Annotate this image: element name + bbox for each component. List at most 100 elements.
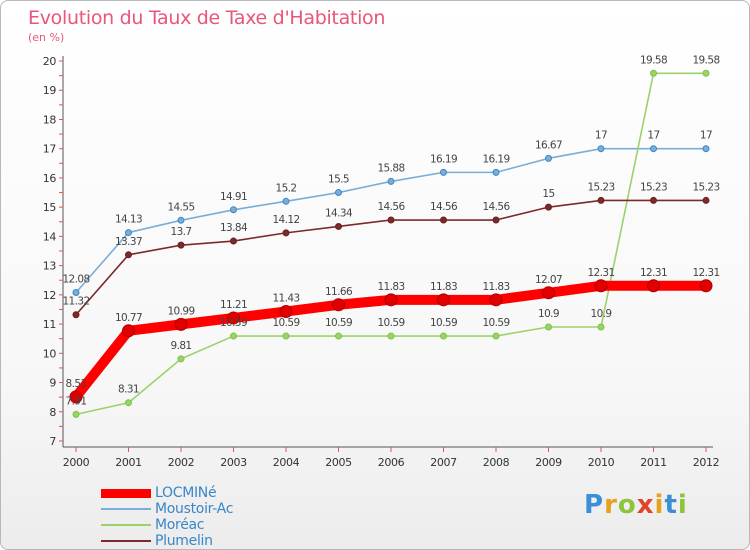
data-label-plumelin: 14.12 bbox=[272, 214, 299, 226]
data-label-moustoir-ac: 16.19 bbox=[430, 153, 457, 165]
point-plumelin bbox=[387, 216, 395, 224]
data-label-locmin-: 11.66 bbox=[325, 286, 353, 298]
data-label-locmin-: 10.77 bbox=[115, 312, 142, 324]
data-label-moustoir-ac: 16.67 bbox=[535, 139, 562, 151]
point-locmin- bbox=[227, 311, 240, 325]
point-mor-ac bbox=[335, 332, 342, 340]
y-tick-label: 7 bbox=[49, 435, 56, 448]
point-plumelin bbox=[650, 196, 657, 204]
data-label-mor-ac: 10.9 bbox=[591, 308, 612, 320]
data-label-moustoir-ac: 14.13 bbox=[115, 214, 142, 226]
data-label-mor-ac: 10.59 bbox=[220, 317, 247, 329]
point-mor-ac bbox=[125, 399, 132, 407]
data-label-mor-ac: 19.58 bbox=[640, 54, 667, 66]
data-label-moustoir-ac: 17 bbox=[647, 130, 659, 142]
point-mor-ac bbox=[177, 355, 185, 363]
data-label-mor-ac: 10.59 bbox=[430, 317, 457, 329]
data-label-locmin-: 12.31 bbox=[692, 267, 719, 279]
data-label-locmin-: 12.07 bbox=[535, 274, 562, 286]
y-tick-label: 19 bbox=[43, 84, 57, 97]
point-moustoir-ac bbox=[335, 189, 342, 197]
data-label-moustoir-ac: 15.5 bbox=[328, 174, 349, 186]
point-plumelin bbox=[492, 216, 500, 224]
data-label-moustoir-ac: 16.19 bbox=[482, 153, 509, 165]
data-label-mor-ac: 8.31 bbox=[118, 384, 139, 396]
data-label-locmin-: 12.31 bbox=[640, 267, 667, 279]
point-plumelin bbox=[702, 196, 710, 204]
data-label-plumelin: 11.32 bbox=[62, 296, 89, 308]
data-label-moustoir-ac: 17 bbox=[595, 130, 607, 142]
point-mor-ac bbox=[702, 69, 710, 77]
point-locmin- bbox=[122, 324, 135, 338]
point-plumelin bbox=[335, 222, 342, 230]
point-mor-ac bbox=[387, 332, 395, 340]
x-tick-label: 2009 bbox=[535, 456, 562, 469]
point-mor-ac bbox=[492, 332, 500, 340]
data-label-plumelin: 15.23 bbox=[640, 181, 667, 193]
point-locmin- bbox=[594, 279, 608, 293]
data-label-locmin-: 12.31 bbox=[587, 267, 614, 279]
data-label-plumelin: 13.37 bbox=[115, 236, 142, 248]
data-label-mor-ac: 19.58 bbox=[692, 54, 719, 66]
legend-swatch bbox=[101, 488, 151, 498]
data-label-mor-ac: 10.59 bbox=[272, 317, 299, 329]
point-moustoir-ac bbox=[282, 197, 290, 205]
y-tick-label: 12 bbox=[43, 289, 56, 302]
y-tick-label: 11 bbox=[43, 318, 56, 331]
data-label-moustoir-ac: 12.08 bbox=[62, 274, 89, 286]
legend-label: Moustoir-Ac bbox=[155, 501, 234, 517]
legend-swatch bbox=[101, 540, 151, 542]
x-tick-label: 2001 bbox=[115, 456, 141, 469]
point-plumelin bbox=[545, 203, 552, 211]
point-plumelin bbox=[230, 237, 237, 245]
data-label-plumelin: 14.56 bbox=[430, 201, 458, 213]
x-tick-label: 2010 bbox=[588, 456, 615, 469]
y-tick-label: 15 bbox=[43, 201, 57, 214]
point-plumelin bbox=[72, 311, 80, 319]
chart-unit-label: (en %) bbox=[28, 31, 65, 44]
point-moustoir-ac bbox=[545, 154, 552, 162]
x-tick-label: 2000 bbox=[63, 456, 90, 469]
legend-label: LOCMINé bbox=[155, 485, 217, 501]
point-moustoir-ac bbox=[230, 206, 237, 214]
data-label-plumelin: 14.56 bbox=[377, 201, 405, 213]
point-locmin- bbox=[489, 293, 503, 307]
point-mor-ac bbox=[282, 332, 290, 340]
legend-item-plumelin: Plumelin bbox=[101, 533, 321, 549]
data-label-mor-ac: 9.81 bbox=[171, 340, 192, 352]
data-label-plumelin: 15.23 bbox=[692, 181, 719, 193]
point-moustoir-ac bbox=[72, 289, 80, 297]
data-label-plumelin: 15.23 bbox=[587, 181, 614, 193]
data-label-mor-ac: 7.91 bbox=[66, 395, 87, 407]
x-tick-label: 2007 bbox=[430, 456, 457, 469]
point-plumelin bbox=[125, 251, 132, 259]
data-label-locmin-: 11.43 bbox=[272, 293, 299, 305]
data-label-plumelin: 13.84 bbox=[220, 222, 248, 234]
y-tick-label: 13 bbox=[43, 260, 57, 273]
point-locmin- bbox=[437, 293, 450, 307]
data-label-plumelin: 13.7 bbox=[171, 226, 192, 238]
y-tick-label: 18 bbox=[43, 113, 57, 126]
x-tick-label: 2008 bbox=[483, 456, 510, 469]
x-tick-label: 2002 bbox=[168, 456, 194, 469]
legend-item-moustoir-ac: Moustoir-Ac bbox=[101, 501, 321, 517]
data-label-moustoir-ac: 15.88 bbox=[377, 162, 404, 174]
y-tick-label: 9 bbox=[49, 377, 56, 390]
point-locmin- bbox=[174, 317, 188, 331]
point-moustoir-ac bbox=[177, 216, 185, 224]
point-locmin- bbox=[647, 279, 660, 293]
data-label-moustoir-ac: 14.55 bbox=[167, 201, 194, 213]
point-plumelin bbox=[440, 216, 447, 224]
point-moustoir-ac bbox=[650, 145, 657, 153]
point-moustoir-ac bbox=[387, 177, 395, 185]
legend-item-locmin-: LOCMINé bbox=[101, 485, 321, 501]
point-moustoir-ac bbox=[702, 145, 710, 153]
point-mor-ac bbox=[545, 323, 552, 331]
point-locmin- bbox=[384, 293, 398, 307]
data-label-locmin-: 11.83 bbox=[482, 281, 509, 293]
point-plumelin bbox=[597, 196, 605, 204]
point-moustoir-ac bbox=[492, 168, 500, 176]
point-mor-ac bbox=[72, 410, 80, 418]
legend-label: Plumelin bbox=[155, 533, 213, 549]
